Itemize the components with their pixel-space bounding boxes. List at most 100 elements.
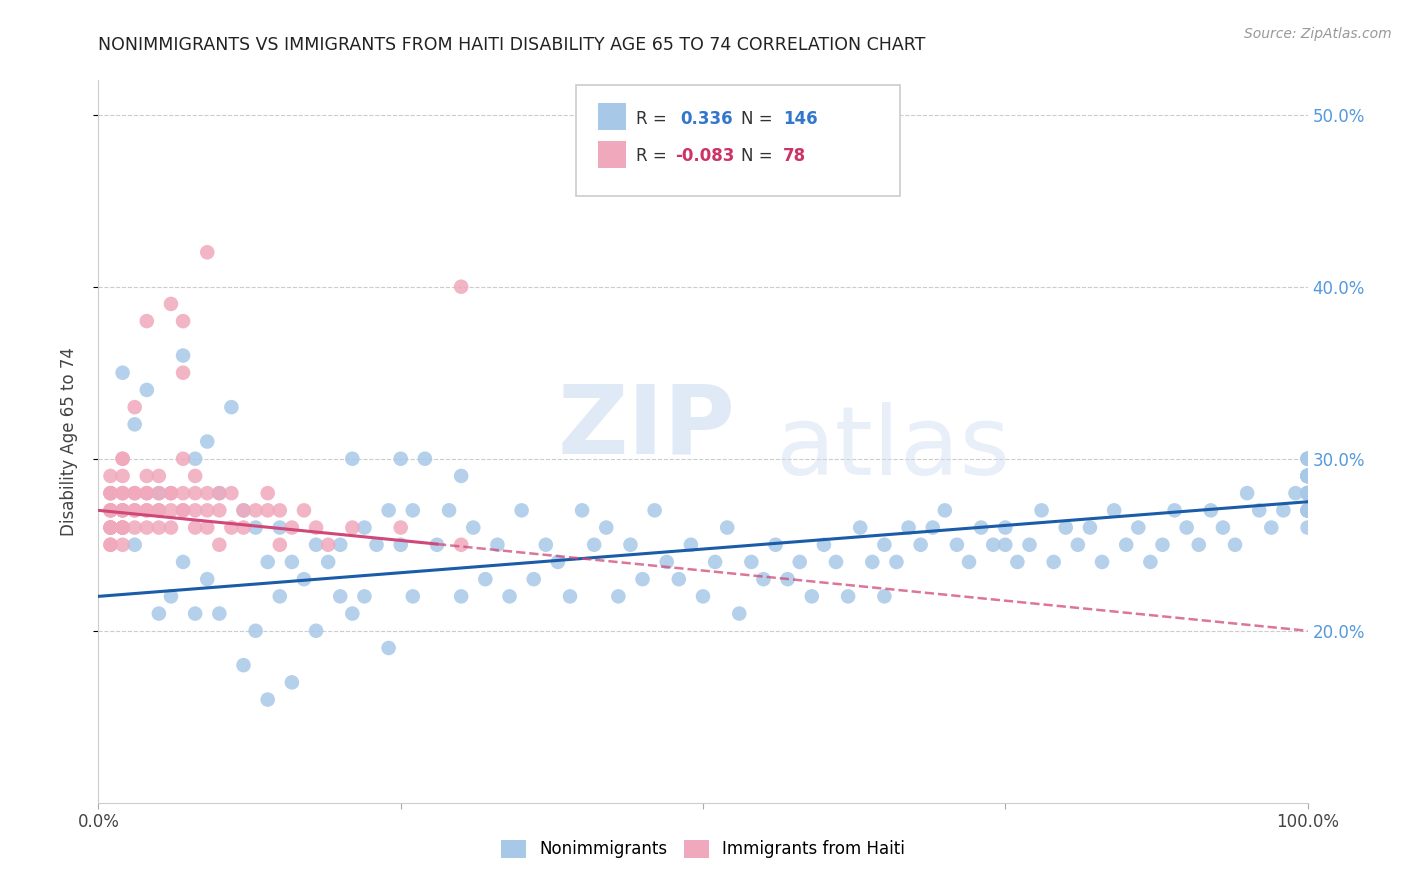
Point <box>934 503 956 517</box>
Point <box>825 555 848 569</box>
Point <box>849 520 872 534</box>
Point <box>413 451 436 466</box>
Point <box>377 640 399 655</box>
Point <box>377 503 399 517</box>
Point <box>873 538 896 552</box>
Point <box>1296 469 1319 483</box>
Point <box>256 503 278 517</box>
Point <box>148 486 170 500</box>
Point <box>426 538 449 552</box>
Point <box>1296 469 1319 483</box>
Point <box>921 520 943 534</box>
Point <box>111 520 134 534</box>
Point <box>389 451 412 466</box>
Point <box>946 538 969 552</box>
Point <box>1018 538 1040 552</box>
Point <box>135 503 157 517</box>
Point <box>558 590 581 604</box>
Point <box>111 520 134 534</box>
Point <box>1115 538 1137 552</box>
Point <box>1296 469 1319 483</box>
Point <box>655 555 678 569</box>
Point <box>195 245 218 260</box>
Point <box>450 590 472 604</box>
Point <box>221 520 243 534</box>
Point <box>172 366 194 380</box>
Point <box>1272 503 1295 517</box>
Point <box>208 538 231 552</box>
Point <box>1188 538 1211 552</box>
Point <box>184 503 207 517</box>
Point <box>195 520 218 534</box>
Point <box>111 538 134 552</box>
Point <box>269 520 291 534</box>
Point <box>148 503 170 517</box>
Point <box>1054 520 1077 534</box>
Point <box>100 538 122 552</box>
Point <box>124 503 146 517</box>
Point <box>523 572 546 586</box>
Point <box>1007 555 1029 569</box>
Text: NONIMMIGRANTS VS IMMIGRANTS FROM HAITI DISABILITY AGE 65 TO 74 CORRELATION CHART: NONIMMIGRANTS VS IMMIGRANTS FROM HAITI D… <box>98 36 925 54</box>
Point <box>1212 520 1234 534</box>
Point <box>1236 486 1258 500</box>
Point <box>316 555 339 569</box>
Point <box>1296 503 1319 517</box>
Point <box>305 520 328 534</box>
Point <box>619 538 641 552</box>
Point <box>644 503 666 517</box>
Point <box>148 607 170 621</box>
Point <box>184 607 207 621</box>
Text: 146: 146 <box>783 110 818 128</box>
Point <box>124 538 146 552</box>
Point <box>100 503 122 517</box>
Point <box>124 486 146 500</box>
Point <box>486 538 509 552</box>
Point <box>245 624 267 638</box>
Point <box>111 451 134 466</box>
Point <box>353 520 375 534</box>
Point <box>474 572 496 586</box>
Point <box>1031 503 1053 517</box>
Point <box>100 520 122 534</box>
Y-axis label: Disability Age 65 to 74: Disability Age 65 to 74 <box>59 347 77 536</box>
Point <box>208 503 231 517</box>
Point <box>172 503 194 517</box>
Point <box>135 486 157 500</box>
Point <box>1296 469 1319 483</box>
Point <box>111 520 134 534</box>
Point <box>160 503 183 517</box>
Point <box>1042 555 1064 569</box>
Point <box>100 520 122 534</box>
Point <box>1078 520 1101 534</box>
Point <box>184 520 207 534</box>
Point <box>124 486 146 500</box>
Point <box>160 486 183 500</box>
Text: 78: 78 <box>783 147 806 165</box>
Point <box>292 503 315 517</box>
Point <box>245 520 267 534</box>
Point <box>631 572 654 586</box>
Point <box>1102 503 1125 517</box>
Point <box>100 520 122 534</box>
Point <box>245 503 267 517</box>
Point <box>100 503 122 517</box>
Point <box>172 349 194 363</box>
Point <box>256 692 278 706</box>
Point <box>160 297 183 311</box>
Point <box>184 486 207 500</box>
Point <box>184 469 207 483</box>
Point <box>389 538 412 552</box>
Point <box>135 503 157 517</box>
Point <box>160 486 183 500</box>
Point <box>1296 486 1319 500</box>
Point <box>1296 451 1319 466</box>
Point <box>668 572 690 586</box>
Point <box>100 486 122 500</box>
Point <box>135 520 157 534</box>
Point <box>100 503 122 517</box>
Point <box>124 417 146 432</box>
Point <box>148 503 170 517</box>
Point <box>1152 538 1174 552</box>
Point <box>184 451 207 466</box>
